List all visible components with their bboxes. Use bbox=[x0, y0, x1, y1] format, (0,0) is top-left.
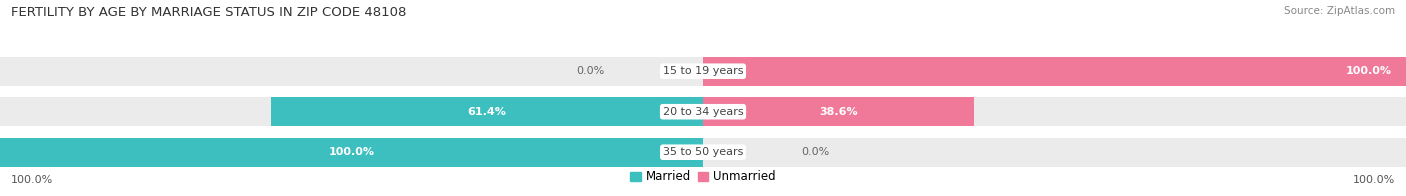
Bar bbox=[703, 57, 1406, 86]
Bar bbox=[0, 138, 703, 167]
Bar bbox=[703, 97, 974, 126]
Text: Source: ZipAtlas.com: Source: ZipAtlas.com bbox=[1284, 6, 1395, 16]
Text: 0.0%: 0.0% bbox=[801, 147, 830, 157]
Bar bbox=[703, 138, 1406, 167]
Legend: Married, Unmarried: Married, Unmarried bbox=[626, 166, 780, 188]
Text: 100.0%: 100.0% bbox=[1353, 175, 1395, 185]
Text: 15 to 19 years: 15 to 19 years bbox=[662, 66, 744, 76]
Bar bbox=[0, 138, 703, 167]
Bar bbox=[703, 57, 1406, 86]
Bar bbox=[271, 97, 703, 126]
Text: 100.0%: 100.0% bbox=[11, 175, 53, 185]
Text: 35 to 50 years: 35 to 50 years bbox=[662, 147, 744, 157]
Bar bbox=[0, 97, 703, 126]
Bar bbox=[703, 97, 1406, 126]
Text: 61.4%: 61.4% bbox=[468, 107, 506, 117]
Text: 100.0%: 100.0% bbox=[1346, 66, 1392, 76]
Text: FERTILITY BY AGE BY MARRIAGE STATUS IN ZIP CODE 48108: FERTILITY BY AGE BY MARRIAGE STATUS IN Z… bbox=[11, 6, 406, 19]
Text: 20 to 34 years: 20 to 34 years bbox=[662, 107, 744, 117]
Text: 100.0%: 100.0% bbox=[329, 147, 374, 157]
Bar bbox=[0, 57, 703, 86]
Text: 38.6%: 38.6% bbox=[820, 107, 858, 117]
Text: 0.0%: 0.0% bbox=[576, 66, 605, 76]
